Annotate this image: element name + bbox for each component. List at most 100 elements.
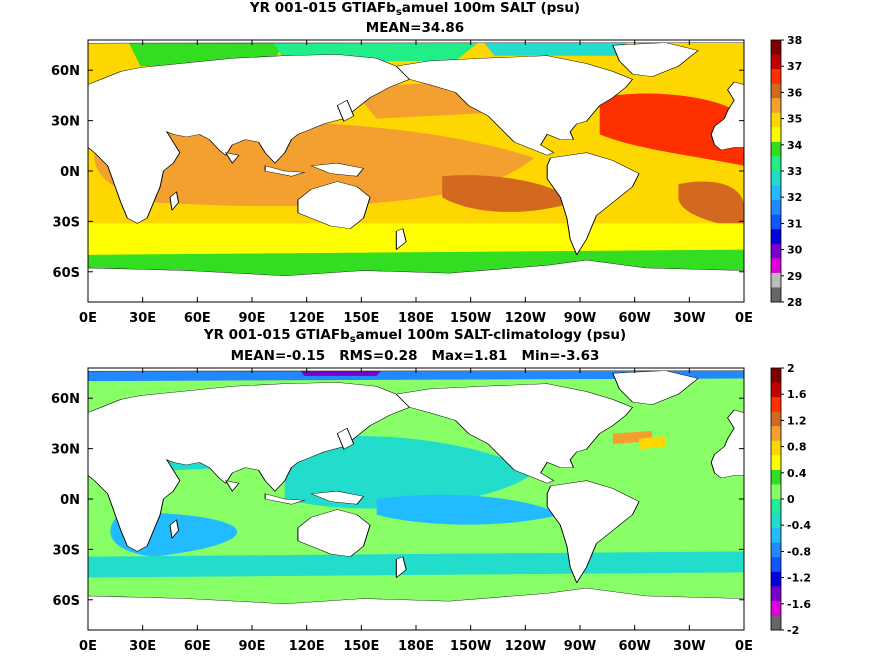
colorbar-label: -1.6 [787,598,811,611]
x-tick-label: 90E [239,311,266,326]
field-region-1-5 [678,181,744,229]
colorbar-swatch [771,229,781,245]
map-panel-2: 0E 30E 60E 90E 120E 150E 180E 150W 120W 90W 60W 30W… [51,367,753,654]
colorbar-swatch [771,272,781,288]
colorbar-label: 28 [787,296,802,309]
colorbar-swatch [771,615,781,631]
colorbar-swatch [771,600,781,616]
colorbar-swatch [771,141,781,157]
y-tick-label: 0N [60,165,80,180]
colorbar-swatch [771,127,781,143]
colorbar-label: 33 [787,165,802,178]
field-region-2-3 [376,494,561,525]
colorbar-swatch [771,499,781,515]
field-region-1-3 [442,175,574,212]
colorbar-label: 31 [787,217,802,230]
colorbar-swatch [771,513,781,529]
x-tick-label: 0E [79,311,97,326]
x-tick-label: 30W [673,311,705,326]
colorbar-swatch [771,214,781,230]
colorbar-label: -1.2 [787,572,811,585]
colorbar-swatch [771,571,781,587]
colorbar-label: -0.8 [787,545,811,558]
colorbar-label: 35 [787,113,802,126]
colorbar-swatch [771,542,781,558]
x-tick-label: 0E [735,311,753,326]
colorbar-swatch [771,426,781,442]
x-tick-label: 30E [129,639,156,654]
x-tick-label: 0E [79,639,97,654]
colorbar-swatch [771,455,781,471]
colorbar-label: 34 [787,139,803,152]
colorbar-swatch [771,243,781,259]
colorbar-swatch [771,185,781,201]
x-tick-label: 150W [450,311,491,326]
x-tick-label: 0E [735,639,753,654]
colorbar-swatch [771,586,781,602]
field-region-1-2 [94,121,535,207]
y-tick-label: 30N [51,443,80,458]
y-tick-label: 60N [51,392,80,407]
field-region-1-8 [88,223,744,255]
colorbar-label: 0.8 [787,441,807,454]
colorbar-label: 1.6 [787,388,807,401]
colorbar-label: 37 [787,60,802,73]
colorbar-swatch [771,440,781,456]
colorbar-label: 29 [787,270,802,283]
x-tick-label: 120W [505,639,546,654]
y-tick-label: 60S [53,594,80,609]
x-tick-label: 180E [398,311,434,326]
x-tick-label: 120E [289,639,325,654]
colorbar-swatch [771,411,781,427]
colorbar-label: 2 [787,362,795,375]
colorbar-2: 2 1.6 1.2 0.8 0.4 0 -0.4 -0.8 -1.2 -1.6 -2 [770,362,811,637]
panel1-stats: MEAN=34.86 [365,20,465,36]
colorbar-swatch [771,98,781,114]
y-tick-label: 60S [53,266,80,281]
x-tick-label: 150E [343,639,379,654]
colorbar-swatch [771,200,781,216]
colorbar-swatch [771,171,781,187]
y-tick-label: 0N [60,493,80,508]
colorbar-swatch [771,112,781,128]
colorbar-label: -2 [787,624,799,637]
field-region-1-12 [481,40,626,56]
x-tick-label: 180E [398,639,434,654]
panel2-title: YR 001-015 GTIAFbsamuel 100m SALT-climat… [203,327,627,345]
colorbar-label: 30 [787,244,803,257]
colorbar-swatch [771,557,781,573]
field-region-2-9 [639,436,666,450]
y-tick-label: 60N [51,64,80,79]
colorbar-swatch [771,156,781,172]
colorbar-label: 32 [787,191,802,204]
x-tick-label: 90W [564,311,596,326]
x-tick-label: 30W [673,639,705,654]
colorbar-swatch [771,83,781,99]
colorbar-swatch [771,484,781,500]
colorbar-swatch [771,69,781,85]
colorbar-swatch [771,368,781,384]
x-tick-label: 120W [505,311,546,326]
x-tick-label: 60E [184,639,211,654]
panel2-stats: MEAN=-0.15 RMS=0.28 Max=1.81 Min=-3.63 [230,348,600,364]
colorbar-1: 38 37 36 35 34 33 32 31 30 29 28 [770,34,803,309]
y-tick-label: 30S [53,543,80,558]
colorbar-label: 36 [787,86,803,99]
map-panel-1: 0E 30E 60E 90E 120E 150E 180E 150W 120W 90W 60W 30W… [51,39,753,326]
colorbar-swatch [771,54,781,70]
panel1-title: YR 001-015 GTIAFbsamuel 100m SALT (psu) [249,0,581,18]
colorbar-swatch [771,40,781,56]
x-tick-label: 150W [450,639,491,654]
x-tick-label: 150E [343,311,379,326]
x-tick-label: 60W [618,311,650,326]
field-region-2-2 [284,435,535,509]
colorbar-label: 0 [787,493,795,506]
x-tick-label: 60E [184,311,211,326]
colorbar-swatch [771,258,781,274]
x-tick-label: 60W [618,639,650,654]
colorbar-label: 38 [787,34,802,47]
colorbar-label: 0.4 [787,467,807,480]
colorbar-label: -0.4 [787,519,811,532]
colorbar-swatch [771,397,781,413]
